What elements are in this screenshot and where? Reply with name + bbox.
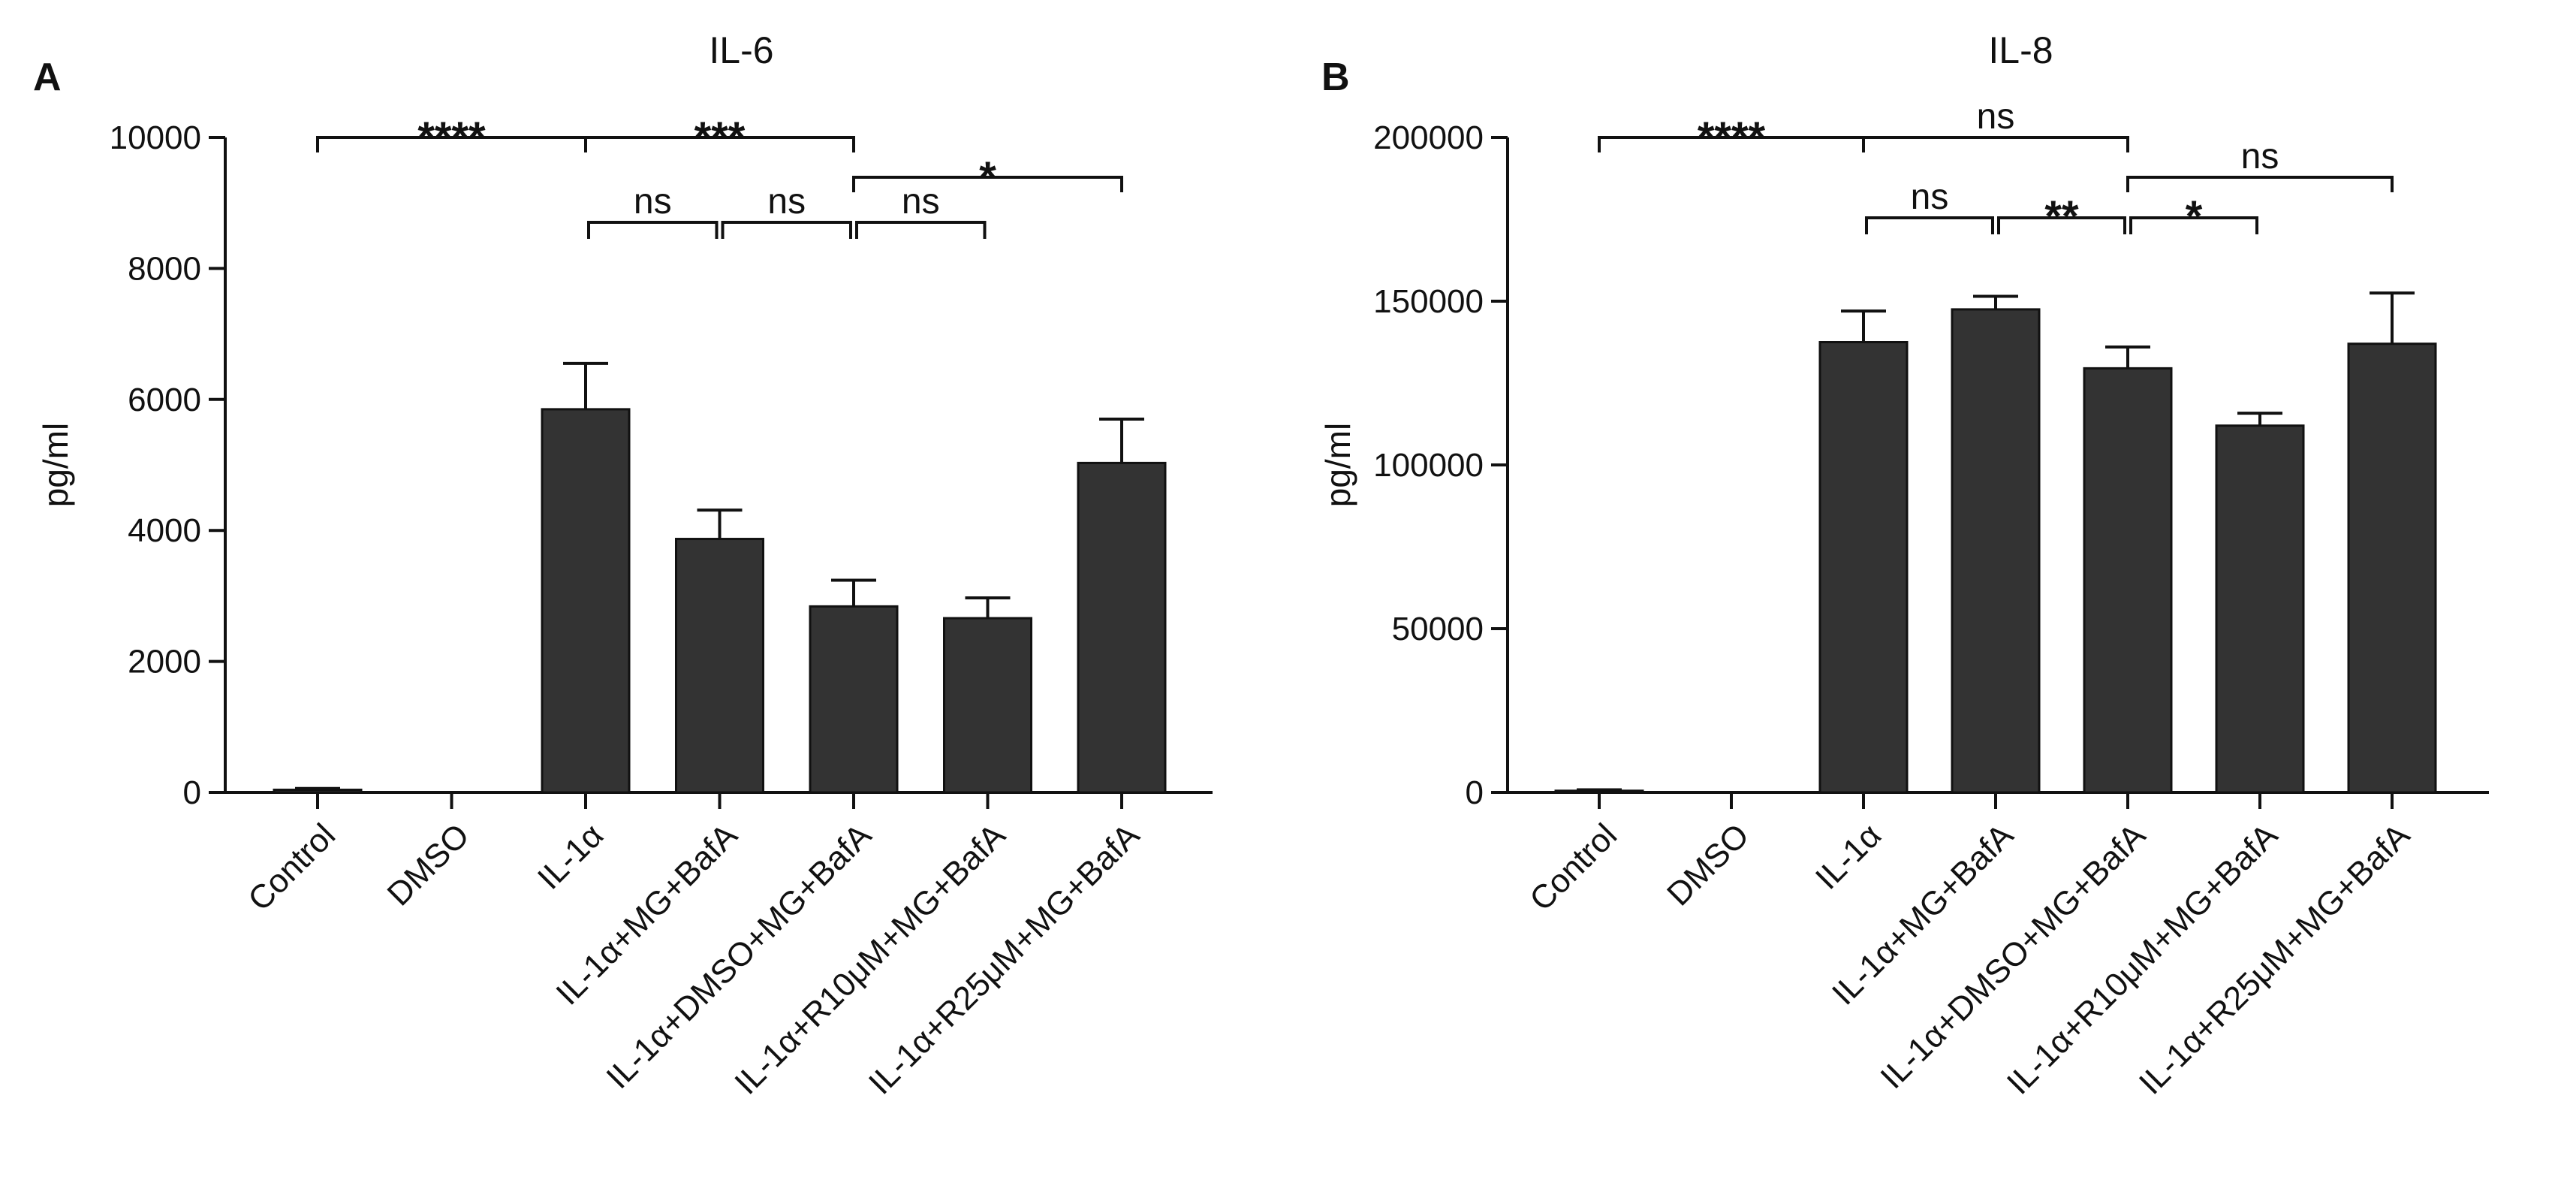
bar: [541, 408, 631, 794]
bar: [2347, 343, 2437, 794]
bar: [1077, 461, 1167, 794]
significance-label: *: [2186, 192, 2203, 241]
y-axis-label: pg/ml: [36, 423, 75, 507]
bar: [943, 617, 1032, 794]
significance-label: ns: [1977, 97, 2015, 137]
category-label: IL-1α+R25μM+MG+BafA: [2132, 816, 2418, 1102]
significance-bracket: [584, 136, 855, 152]
y-tick-label: 10000: [110, 119, 201, 156]
bracket-line: [584, 136, 855, 152]
significance-bracket: [721, 221, 852, 239]
significance-label: ns: [634, 182, 672, 222]
bar: [273, 789, 363, 794]
panel-label: B: [1321, 56, 1350, 99]
bracket-line: [2126, 176, 2394, 192]
bar: [809, 605, 899, 794]
bracket-line: [852, 176, 1123, 192]
significance-bracket: [2126, 176, 2394, 192]
y-tick-label: 50000: [1392, 611, 1484, 647]
y-tick-label: 200000: [1373, 119, 1484, 156]
category-label: IL-1α+DMSO+MG+BafA: [1873, 816, 2153, 1096]
category-label: Control: [1523, 816, 1624, 918]
category-label: IL-1α: [531, 816, 610, 896]
bar: [1818, 341, 1909, 794]
significance-label: ***: [694, 113, 746, 162]
bracket-line: [1862, 136, 2129, 152]
significance-bracket: [855, 221, 987, 239]
category-label: IL-1α+DMSO+MG+BafA: [599, 816, 878, 1096]
significance-label: ****: [417, 113, 486, 162]
y-tick-label: 150000: [1373, 283, 1484, 320]
bracket-line: [855, 221, 987, 239]
bracket-line: [1997, 216, 2126, 234]
significance-label: ns: [1911, 177, 1949, 217]
panel-b-chart: B IL-8 pg/ml 0 50000 100000 150000 200000 Contro…: [1318, 29, 2489, 1102]
significance-label: *: [979, 153, 996, 202]
bar: [2083, 367, 2173, 794]
significance-bracket: [2129, 216, 2258, 234]
y-tick-label: 100000: [1373, 447, 1484, 484]
category-label: Control: [241, 816, 342, 918]
bracket-line: [587, 221, 719, 239]
y-tick-label: 2000: [128, 644, 201, 680]
chart-title: IL-8: [1988, 29, 2053, 71]
significance-bracket: [1862, 136, 2129, 152]
y-tick-label: 0: [183, 774, 201, 811]
category-label: IL-1α+R25μM+MG+BafA: [862, 816, 1147, 1102]
y-tick-label: 4000: [128, 512, 201, 549]
y-axis-label: pg/ml: [1318, 423, 1357, 507]
significance-label: ns: [2241, 137, 2279, 177]
significance-bracket: [1997, 216, 2126, 234]
bracket-line: [721, 221, 852, 239]
y-tick-label: 8000: [128, 250, 201, 287]
bar: [675, 538, 764, 794]
significance-bracket: [587, 221, 719, 239]
panel-label: A: [33, 56, 62, 99]
significance-bracket: [1865, 216, 1994, 234]
category-label: DMSO: [381, 816, 477, 913]
category-label: IL-1α+R10μM+MG+BafA: [728, 816, 1013, 1102]
significance-label: ns: [902, 182, 940, 222]
significance-label: ns: [767, 182, 806, 222]
significance-label: ****: [1698, 113, 1766, 162]
bar: [2215, 424, 2305, 794]
significance-label: **: [2044, 192, 2079, 241]
category-label: IL-1α+R10μM+MG+BafA: [2000, 816, 2285, 1102]
category-label: IL-1α: [1809, 816, 1888, 896]
bar: [1951, 308, 2041, 794]
bracket-line: [1865, 216, 1994, 234]
category-label: DMSO: [1660, 816, 1756, 913]
significance-bracket: [852, 176, 1123, 192]
y-tick-label: 6000: [128, 382, 201, 418]
bracket-line: [2129, 216, 2258, 234]
panel-a-chart: A IL-6 pg/ml 0 2000 4000 6000 8000 10000 Control D…: [33, 29, 1213, 1102]
y-tick-label: 0: [1466, 774, 1484, 811]
chart-title: IL-6: [709, 29, 773, 71]
